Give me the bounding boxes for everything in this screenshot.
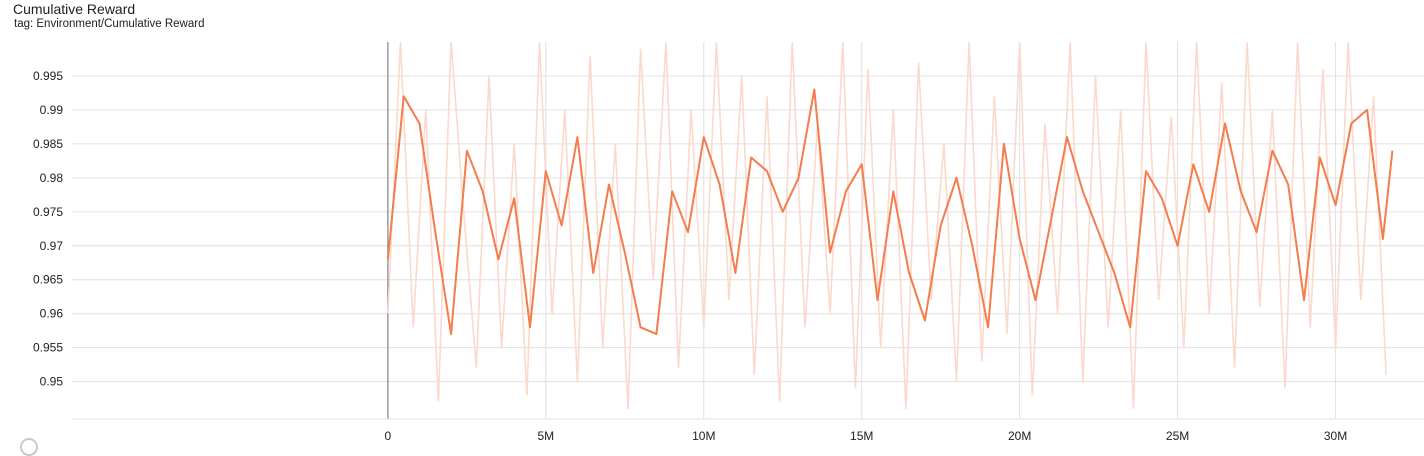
chart-tag: tag: Environment/Cumulative Reward — [14, 18, 205, 30]
x-tick-label: 10M — [692, 429, 715, 443]
y-tick-label: 0.99 — [40, 103, 64, 117]
y-tick-label: 0.95 — [40, 375, 64, 389]
chart-title: Cumulative Reward — [13, 1, 136, 17]
y-tick-label: 0.985 — [33, 137, 63, 151]
x-tick-label: 15M — [850, 429, 873, 443]
y-tick-label: 0.955 — [33, 341, 63, 355]
x-tick-label: 20M — [1008, 429, 1031, 443]
raw-series — [387, 42, 1387, 409]
y-axis-ticks: 0.95 0.955 0.96 0.965 0.97 0.975 0.98 0.985 0.99… — [33, 69, 63, 389]
x-axis-ticks: 0 5M 10M 15M 20M 25M 30M — [385, 429, 1348, 443]
x-tick-label: 25M — [1166, 429, 1189, 443]
raw-series-line — [387, 42, 1387, 409]
x-tick-label: 5M — [537, 429, 554, 443]
y-tick-label: 0.96 — [40, 307, 64, 321]
y-tick-label: 0.97 — [40, 239, 64, 253]
chart-options-icon[interactable] — [20, 438, 38, 456]
smoothed-series-line — [386, 88, 1394, 336]
x-tick-label: 0 — [385, 429, 392, 443]
y-tick-label: 0.98 — [40, 171, 64, 185]
x-tick-label: 30M — [1324, 429, 1347, 443]
y-tick-label: 0.965 — [33, 273, 63, 287]
line-chart[interactable]: 0.95 0.955 0.96 0.965 0.97 0.975 0.98 0.985 0.99… — [0, 0, 1424, 444]
smoothed-series — [386, 88, 1394, 336]
y-tick-label: 0.975 — [33, 205, 63, 219]
y-tick-label: 0.995 — [33, 69, 63, 83]
